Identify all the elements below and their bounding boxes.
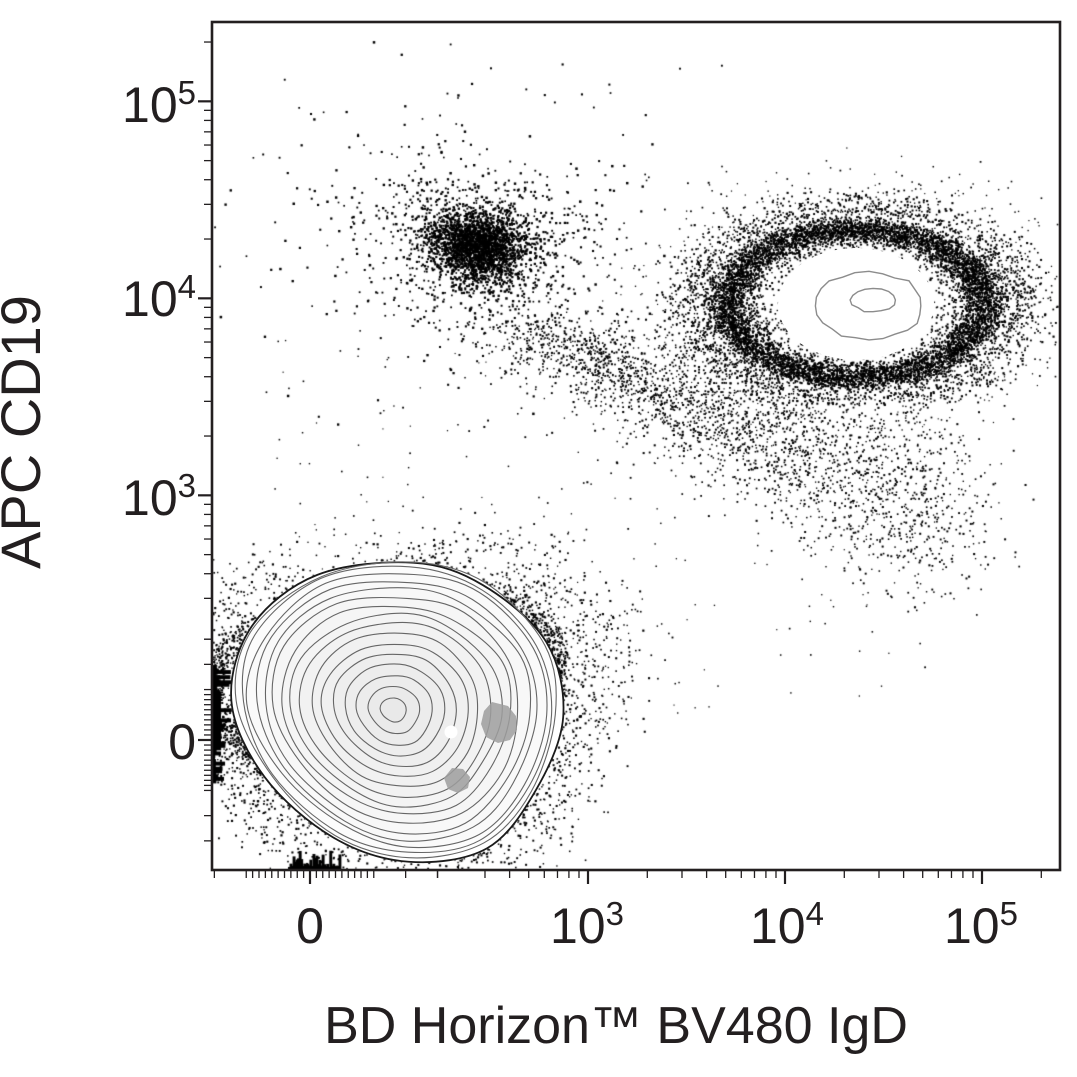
svg-text:104: 104 <box>122 268 196 327</box>
svg-text:103: 103 <box>550 895 624 954</box>
svg-text:103: 103 <box>122 467 196 526</box>
svg-text:APC CD19: APC CD19 <box>0 295 52 569</box>
svg-text:105: 105 <box>944 895 1018 954</box>
svg-text:0: 0 <box>168 714 196 770</box>
svg-text:0: 0 <box>296 898 324 954</box>
svg-text:BD Horizon™ BV480 IgD: BD Horizon™ BV480 IgD <box>324 997 908 1055</box>
svg-text:104: 104 <box>750 895 824 954</box>
svg-text:105: 105 <box>122 74 196 133</box>
